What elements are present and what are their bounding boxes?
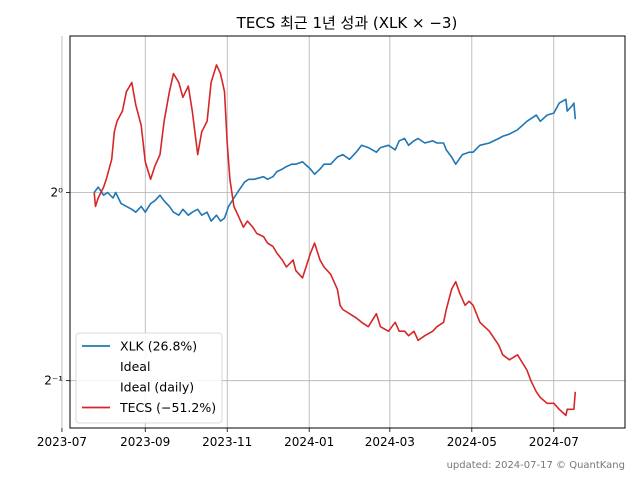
y-tick-label-1: 2⁻¹ xyxy=(44,374,63,388)
legend: XLK (26.8%) Ideal Ideal (daily) TECS (−51.2… xyxy=(75,332,223,424)
legend-label-0: XLK (26.8%) xyxy=(120,339,197,354)
x-axis: 2023-07 2023-09 2023-11 2024-01 2024-03 2024-… xyxy=(37,428,579,449)
chart-title: TECS 최근 1년 성과 (XLK × −3) xyxy=(236,14,458,32)
x-tick-label-0: 2023-07 xyxy=(37,435,87,449)
series-layer xyxy=(93,64,577,417)
x-tick-label-5: 2024-05 xyxy=(447,435,497,449)
footer-note: updated: 2024-07-17 © QuantKang xyxy=(447,460,625,471)
y-tick-label-0: 2⁰ xyxy=(51,186,64,200)
legend-label-1: Ideal xyxy=(120,359,150,374)
x-tick-label-1: 2023-09 xyxy=(120,435,170,449)
series-line-xlk xyxy=(93,98,577,222)
x-tick-label-6: 2024-07 xyxy=(529,435,579,449)
x-tick-label-4: 2024-03 xyxy=(365,435,415,449)
legend-box xyxy=(75,332,223,424)
x-tick-label-2: 2023-11 xyxy=(202,435,252,449)
plot-frame xyxy=(69,35,626,429)
series-line-tecs xyxy=(93,64,577,417)
x-tick-label-3: 2024-01 xyxy=(284,435,334,449)
y-axis: 2⁰ 2⁻¹ xyxy=(44,186,70,388)
legend-label-3: TECS (−51.2%) xyxy=(119,400,216,415)
legend-label-2: Ideal (daily) xyxy=(120,380,194,395)
